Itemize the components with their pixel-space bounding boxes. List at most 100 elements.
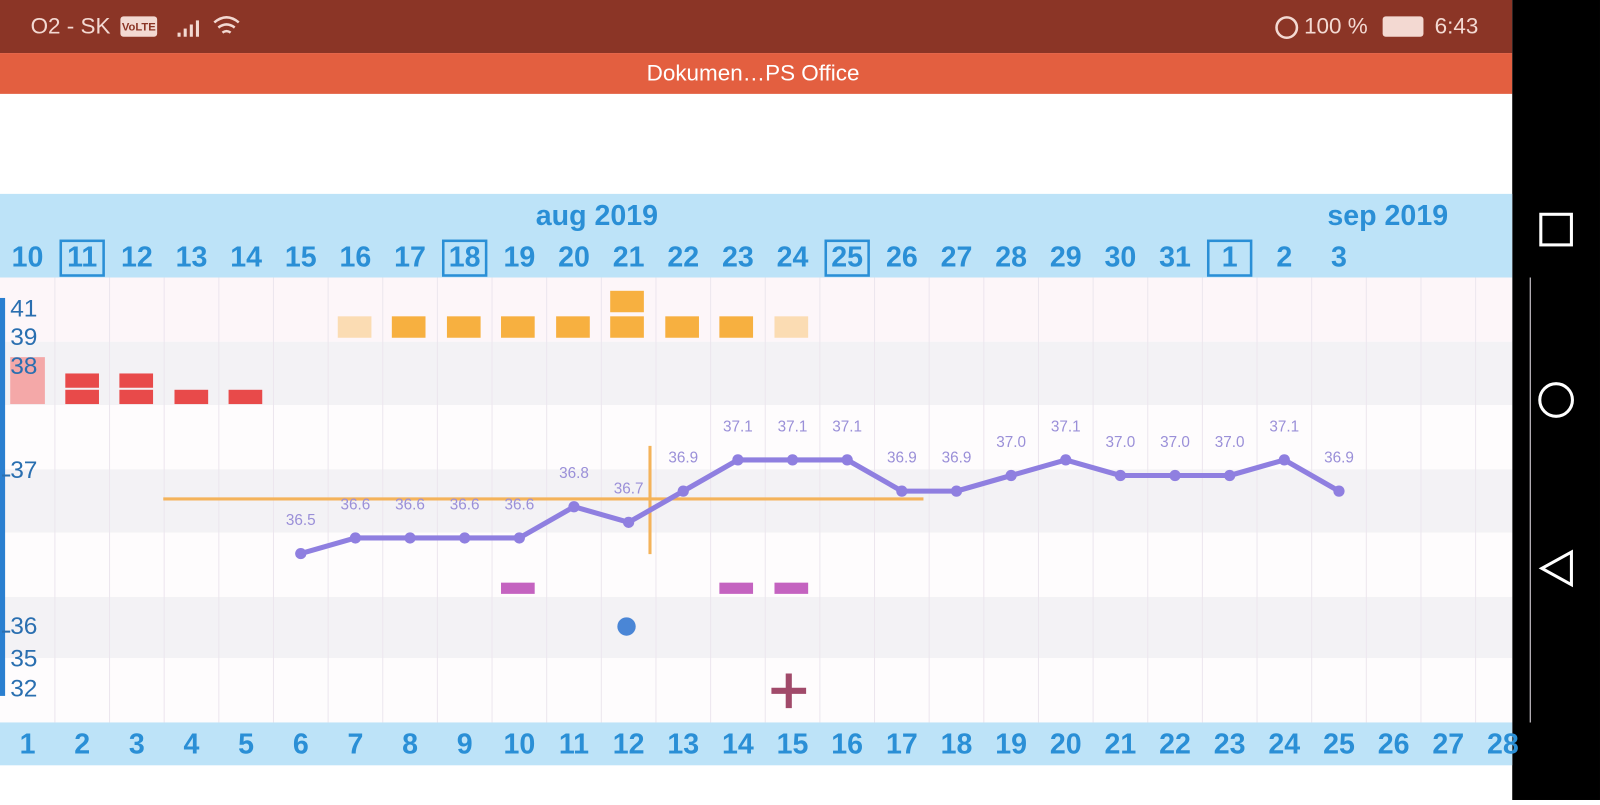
cycle-day-label: 22 xyxy=(1159,728,1191,760)
cycle-day-label: 20 xyxy=(1050,728,1082,760)
band xyxy=(0,277,1513,342)
month-label: aug 2019 xyxy=(536,200,658,232)
recent-apps-button[interactable] xyxy=(1539,212,1573,247)
cycle-day-label: 28 xyxy=(1487,728,1519,760)
date-label: 22 xyxy=(667,242,699,274)
cycle-day-label: 24 xyxy=(1268,728,1300,760)
date-label: 31 xyxy=(1159,242,1191,274)
temperature-point xyxy=(404,532,416,544)
date-label: 27 xyxy=(941,242,973,274)
temperature-label: 37.0 xyxy=(1215,434,1245,451)
temperature-label: 36.9 xyxy=(887,450,917,467)
temperature-label: 37.1 xyxy=(1269,418,1299,435)
date-label: 10 xyxy=(12,242,44,274)
temperature-point xyxy=(513,532,525,544)
week-box xyxy=(441,239,488,277)
date-label: 16 xyxy=(340,242,372,274)
temperature-point xyxy=(349,532,362,544)
carrier: O2 - SK xyxy=(31,13,111,38)
bleeding-marks xyxy=(10,357,263,405)
cycle-day-label: 16 xyxy=(831,728,863,760)
temperature-point xyxy=(459,532,471,544)
cycle-day-label: 21 xyxy=(1105,728,1137,760)
temperature-label: 36.5 xyxy=(286,512,316,529)
y-tick-label: 37 xyxy=(10,457,37,484)
temperature-point xyxy=(1333,485,1345,497)
date-label: 23 xyxy=(722,242,754,274)
other-marks xyxy=(501,582,809,709)
week-box xyxy=(824,239,870,277)
cycle-day-label: 13 xyxy=(667,728,699,760)
cycle-day-label: 27 xyxy=(1432,728,1464,760)
temperature-point xyxy=(295,547,307,560)
cycle-day-label: 14 xyxy=(722,728,754,760)
temperature-point xyxy=(1005,469,1017,482)
cycle-day-label: 6 xyxy=(293,728,309,760)
temperature-point xyxy=(950,485,963,497)
mucus-marks xyxy=(337,290,809,338)
cycle-day-label: 19 xyxy=(995,728,1027,760)
temperature-point xyxy=(623,516,635,528)
date-header xyxy=(0,193,1513,278)
temperature-point xyxy=(732,454,744,466)
cycle-day-label: 23 xyxy=(1214,728,1246,760)
week-box xyxy=(59,239,105,277)
temperature-label: 37.1 xyxy=(723,418,753,435)
temperature-point xyxy=(1224,469,1236,482)
cycle-day-label: 8 xyxy=(402,728,418,760)
band xyxy=(0,469,1513,533)
temperature-label: 37.0 xyxy=(1160,434,1190,451)
cycle-day-label: 26 xyxy=(1378,728,1410,760)
wifi-icon xyxy=(213,16,240,34)
side-label: 39 xyxy=(10,324,37,351)
back-button[interactable] xyxy=(1538,549,1573,588)
side-label: 41 xyxy=(10,296,37,323)
temperature-point xyxy=(1114,469,1127,482)
temperature-label: 36.6 xyxy=(450,496,480,513)
date-label: 26 xyxy=(886,242,918,274)
cycle-day-label: 7 xyxy=(347,728,363,760)
temperature-point xyxy=(841,454,853,466)
band xyxy=(0,532,1513,597)
cycle-day-label: 11 xyxy=(559,728,589,760)
week-box xyxy=(1206,239,1253,277)
status-bar xyxy=(0,0,1513,54)
temperature-line xyxy=(300,457,1341,557)
badge-bg xyxy=(120,16,158,37)
date-label: 20 xyxy=(558,242,590,274)
band xyxy=(0,596,1513,659)
y-tick-label: 36 xyxy=(10,613,37,640)
temperature-point xyxy=(1060,454,1072,466)
date-label: 1 xyxy=(1222,242,1238,274)
cycle-day-label: 10 xyxy=(503,728,535,760)
cycle-day-label: 12 xyxy=(613,728,645,760)
temperature-point xyxy=(896,485,908,497)
temperature-point xyxy=(677,485,689,497)
side-label: 32 xyxy=(10,675,37,702)
temperature-label: 36.8 xyxy=(559,465,589,482)
date-label: 21 xyxy=(613,242,645,274)
date-label: 14 xyxy=(230,242,262,274)
date-label: 2 xyxy=(1276,242,1292,274)
temperature-point xyxy=(1169,469,1181,482)
cycle-day-label: 2 xyxy=(74,728,90,760)
date-label: 3 xyxy=(1331,242,1347,274)
date-label: 15 xyxy=(285,242,317,274)
home-button[interactable] xyxy=(1538,382,1574,418)
temperature-label: 37.1 xyxy=(832,418,862,435)
temperature-point xyxy=(786,454,799,466)
cycle-day-label: 18 xyxy=(941,728,973,760)
cycle-day-label: 4 xyxy=(184,728,200,760)
temperature-label: 37.1 xyxy=(778,418,808,435)
battery-text: 100 % xyxy=(1304,13,1368,38)
temperature-label: 37.0 xyxy=(996,434,1026,451)
date-label: 13 xyxy=(176,242,208,274)
temperature-label: 37.1 xyxy=(1051,418,1081,435)
temperature-label: 36.6 xyxy=(395,496,425,513)
side-label: 38 xyxy=(10,353,37,380)
date-label: 11 xyxy=(67,242,97,274)
cycle-day-label: 3 xyxy=(129,728,145,760)
date-label: 24 xyxy=(777,242,809,274)
cycle-day-label: 17 xyxy=(886,728,918,760)
signal-icon xyxy=(177,20,199,37)
